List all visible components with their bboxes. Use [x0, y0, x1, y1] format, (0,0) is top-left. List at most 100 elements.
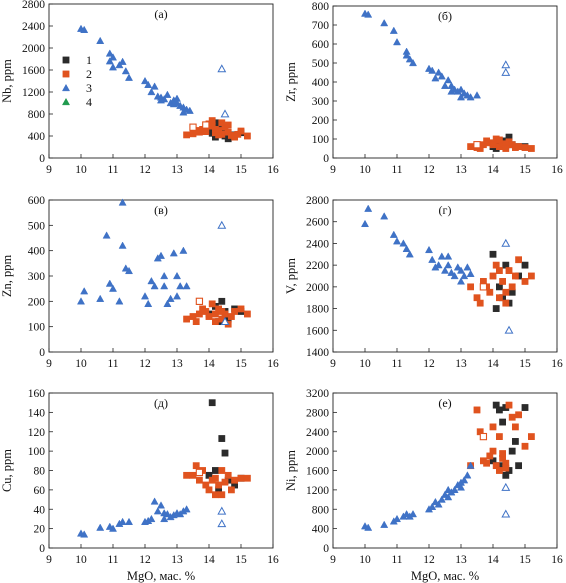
data-point [444, 75, 453, 84]
y-tick-label: 1600 [22, 65, 45, 77]
series-3 [76, 497, 191, 538]
data-point [124, 517, 134, 525]
series-3 [360, 204, 475, 285]
data-point [140, 292, 150, 300]
data-point [118, 57, 127, 65]
x-tick-label: 14 [203, 358, 215, 370]
data-point [521, 144, 529, 151]
chart-panel-3: 9 10 11 12 13 14 15 16 0 100 200 300 400 500 600 (в) Zn,… [0, 195, 279, 370]
y-axis-label: Zr, ppm [284, 62, 298, 102]
x-tick-label: 13 [455, 358, 467, 370]
data-point [444, 493, 453, 501]
data-point [228, 486, 235, 494]
data-point [218, 467, 226, 474]
data-point [515, 462, 522, 470]
data-point [486, 288, 494, 296]
data-point [515, 143, 522, 150]
y-tick-label: 160 [28, 388, 46, 400]
data-point [147, 87, 156, 96]
x-tick-label: 9 [330, 358, 336, 370]
data-point [237, 305, 245, 313]
data-point [217, 506, 227, 515]
data-point [231, 476, 238, 484]
data-point [105, 279, 114, 287]
data-point [183, 131, 190, 139]
y-axis-label: V, ppm [284, 258, 298, 294]
y-tick-label: 2800 [306, 407, 329, 419]
y-tick-label: 2000 [22, 43, 45, 55]
y-tick-label: 1400 [306, 347, 329, 359]
data-point [405, 250, 414, 258]
data-point [183, 315, 190, 323]
data-point [196, 476, 203, 484]
data-point [495, 267, 503, 274]
chart-panel-5: 9 10 11 12 13 14 15 16020406080100120140160(д)C… [0, 388, 279, 583]
x-tick-label: 11 [391, 554, 402, 566]
data-point [453, 263, 462, 271]
data-point [399, 239, 408, 247]
series-2 [467, 256, 535, 307]
data-point [489, 447, 497, 455]
x-tick-label: 15 [235, 554, 247, 566]
data-point [499, 418, 506, 426]
panel-label: (д) [154, 396, 168, 410]
data-point [115, 60, 124, 69]
data-point [115, 297, 124, 305]
x-tick-label: 11 [107, 358, 118, 370]
series-2-open- [195, 468, 204, 477]
data-point [364, 10, 373, 18]
data-point [364, 204, 373, 212]
series-2-open- [479, 283, 488, 291]
data-point [108, 53, 118, 61]
chart-panel-6: 9 10 11 12 13 14 15 16 0 400 800 1200 1600 2000 2400 28… [284, 388, 563, 583]
y-tick-label: 100 [312, 134, 330, 146]
data-point [172, 292, 182, 300]
legend-label: 2 [86, 67, 92, 81]
data-point [208, 399, 216, 407]
data-point [408, 58, 418, 67]
x-tick-label: 15 [235, 358, 247, 370]
data-point [447, 87, 456, 95]
data-point [179, 108, 188, 116]
x-tick-label: 13 [455, 554, 467, 566]
y-tick-label: 400 [312, 77, 330, 89]
data-point [121, 66, 130, 75]
data-point [118, 517, 127, 525]
data-point [156, 251, 166, 259]
x-tick-label: 16 [551, 554, 563, 566]
data-point [463, 471, 472, 479]
data-point [511, 423, 519, 431]
data-point [172, 271, 182, 280]
data-point [150, 497, 159, 505]
series-3 [360, 9, 482, 101]
data-point [144, 80, 153, 88]
data-point [505, 267, 513, 274]
series-2-open- [473, 141, 481, 149]
data-point [169, 99, 178, 108]
plot-frame [48, 199, 274, 353]
x-axis-label: MgO, мас. % [411, 569, 479, 583]
data-point [521, 278, 529, 285]
series-2 [467, 401, 535, 474]
chart-panel-4: 9 10 11 12 13 14 15 16 1400 1600 1800 2000 2200 2400 2… [284, 195, 563, 370]
series-3-open- [501, 482, 511, 518]
y-tick-label: 0 [323, 153, 329, 165]
data-point [434, 68, 443, 76]
data-point [502, 471, 510, 479]
data-point [221, 449, 229, 457]
data-point [202, 128, 210, 135]
data-point [428, 255, 437, 263]
y-axis-label: Nb, ppm [0, 59, 14, 103]
data-point [511, 272, 519, 280]
data-point [504, 325, 514, 334]
data-point [389, 26, 398, 34]
x-tick-label: 14 [203, 164, 215, 176]
data-point [108, 524, 118, 532]
data-point [231, 308, 238, 315]
x-tick-label: 13 [171, 164, 183, 176]
data-point [501, 67, 511, 76]
x-tick-label: 10 [359, 554, 371, 566]
y-tick-label: 60 [34, 485, 46, 497]
data-point [456, 277, 466, 285]
